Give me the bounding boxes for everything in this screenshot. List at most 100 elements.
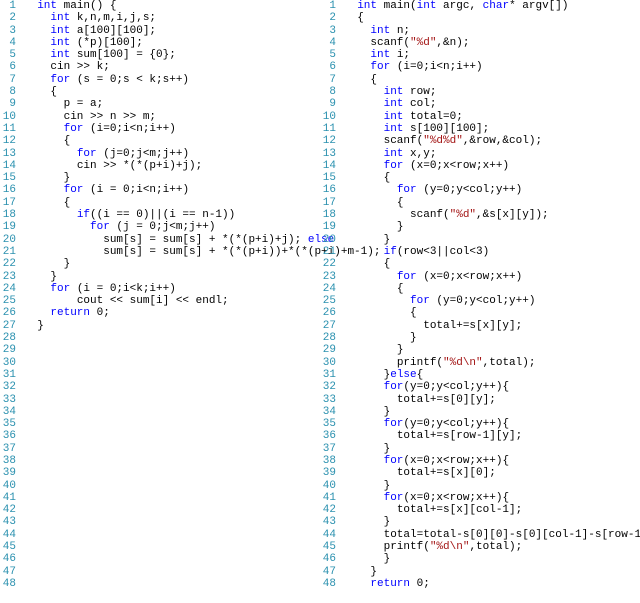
- line-number: 24: [320, 283, 344, 295]
- code-content: int a[100][100];: [24, 25, 156, 37]
- line-number: 46: [320, 553, 344, 565]
- line-number: 7: [320, 74, 344, 86]
- code-line: 41 for(x=0;x<row;x++){: [320, 492, 640, 504]
- line-number: 38: [320, 455, 344, 467]
- code-content: }: [24, 258, 70, 270]
- line-number: 26: [0, 307, 24, 319]
- code-content: int main() {: [24, 0, 116, 12]
- code-line: 39: [0, 467, 320, 479]
- line-number: 6: [0, 61, 24, 73]
- code-line: 15 }: [0, 172, 320, 184]
- code-content: {: [344, 12, 364, 24]
- code-content: }: [24, 320, 44, 332]
- line-number: 36: [320, 430, 344, 442]
- code-content: int main(int argc, char* argv[]): [344, 0, 568, 12]
- line-number: 30: [320, 357, 344, 369]
- code-content: for (y=0;y<col;y++): [344, 295, 535, 307]
- code-line: 23 }: [0, 271, 320, 283]
- code-content: {: [24, 86, 57, 98]
- line-number: 36: [0, 430, 24, 442]
- line-number: 11: [320, 123, 344, 135]
- code-line: 37 }: [320, 443, 640, 455]
- code-line: 24 for (i = 0;i<k;i++): [0, 283, 320, 295]
- code-line: 14 cin >> *(*(p+i)+j);: [0, 160, 320, 172]
- code-line: 38: [0, 455, 320, 467]
- line-number: 33: [320, 394, 344, 406]
- line-number: 13: [0, 148, 24, 160]
- code-line: 41: [0, 492, 320, 504]
- line-number: 4: [320, 37, 344, 49]
- code-content: }: [344, 332, 417, 344]
- code-line: 27 total+=s[x][y];: [320, 320, 640, 332]
- line-number: 1: [0, 0, 24, 12]
- code-content: int total=0;: [344, 111, 463, 123]
- line-number: 22: [0, 258, 24, 270]
- code-line: 45: [0, 541, 320, 553]
- line-number: 42: [0, 504, 24, 516]
- code-content: int k,n,m,i,j,s;: [24, 12, 156, 24]
- code-line: 48 return 0;: [320, 578, 640, 590]
- code-content: }: [344, 221, 403, 233]
- line-number: 17: [320, 197, 344, 209]
- code-line: 39 total+=s[x][0];: [320, 467, 640, 479]
- code-content: printf("%d\n",total);: [344, 357, 535, 369]
- code-line: 32: [0, 381, 320, 393]
- line-number: 31: [320, 369, 344, 381]
- code-line: 45 printf("%d\n",total);: [320, 541, 640, 553]
- code-line: 37: [0, 443, 320, 455]
- code-content: }: [344, 566, 377, 578]
- line-number: 12: [0, 135, 24, 147]
- code-content: if(row<3||col<3): [344, 246, 489, 258]
- line-number: 25: [0, 295, 24, 307]
- line-number: 16: [0, 184, 24, 196]
- line-number: 8: [320, 86, 344, 98]
- line-number: 35: [320, 418, 344, 430]
- code-content: scanf("%d%d",&row,&col);: [344, 135, 542, 147]
- line-number: 27: [0, 320, 24, 332]
- code-line: 44: [0, 529, 320, 541]
- code-content: for (x=0;x<row;x++): [344, 160, 509, 172]
- line-number: 4: [0, 37, 24, 49]
- code-content: for (s = 0;s < k;s++): [24, 74, 189, 86]
- code-line: 3 int a[100][100];: [0, 25, 320, 37]
- code-content: for (j=0;j<m;j++): [24, 148, 189, 160]
- line-number: 19: [320, 221, 344, 233]
- code-line: 10 int total=0;: [320, 111, 640, 123]
- code-line: 11 int s[100][100];: [320, 123, 640, 135]
- line-number: 40: [0, 480, 24, 492]
- line-number: 42: [320, 504, 344, 516]
- code-content: for (i=0;i<n;i++): [344, 61, 483, 73]
- code-line: 12 scanf("%d%d",&row,&col);: [320, 135, 640, 147]
- code-content: for(x=0;x<row;x++){: [344, 455, 509, 467]
- code-line: 36 total+=s[row-1][y];: [320, 430, 640, 442]
- code-line: 32 for(y=0;y<col;y++){: [320, 381, 640, 393]
- code-line: 38 for(x=0;x<row;x++){: [320, 455, 640, 467]
- code-line: 15 {: [320, 172, 640, 184]
- code-line: 46 }: [320, 553, 640, 565]
- code-line: 18 scanf("%d",&s[x][y]);: [320, 209, 640, 221]
- code-content: cout << sum[i] << endl;: [24, 295, 229, 307]
- code-line: 40 }: [320, 480, 640, 492]
- line-number: 12: [320, 135, 344, 147]
- code-line: 9 p = a;: [0, 98, 320, 110]
- code-line: 48: [0, 578, 320, 590]
- line-number: 32: [0, 381, 24, 393]
- line-number: 41: [320, 492, 344, 504]
- line-number: 38: [0, 455, 24, 467]
- code-line: 30 printf("%d\n",total);: [320, 357, 640, 369]
- code-line: 29 }: [320, 344, 640, 356]
- line-number: 6: [320, 61, 344, 73]
- line-number: 25: [320, 295, 344, 307]
- line-number: 21: [320, 246, 344, 258]
- line-number: 43: [320, 516, 344, 528]
- code-line: 31 }else{: [320, 369, 640, 381]
- code-content: for (j = 0;j<m;j++): [24, 221, 215, 233]
- line-number: 24: [0, 283, 24, 295]
- line-number: 39: [0, 467, 24, 479]
- code-line: 29: [0, 344, 320, 356]
- code-content: int col;: [344, 98, 436, 110]
- line-number: 28: [320, 332, 344, 344]
- code-line: 21 if(row<3||col<3): [320, 246, 640, 258]
- code-content: cin >> n >> m;: [24, 111, 156, 123]
- line-number: 18: [320, 209, 344, 221]
